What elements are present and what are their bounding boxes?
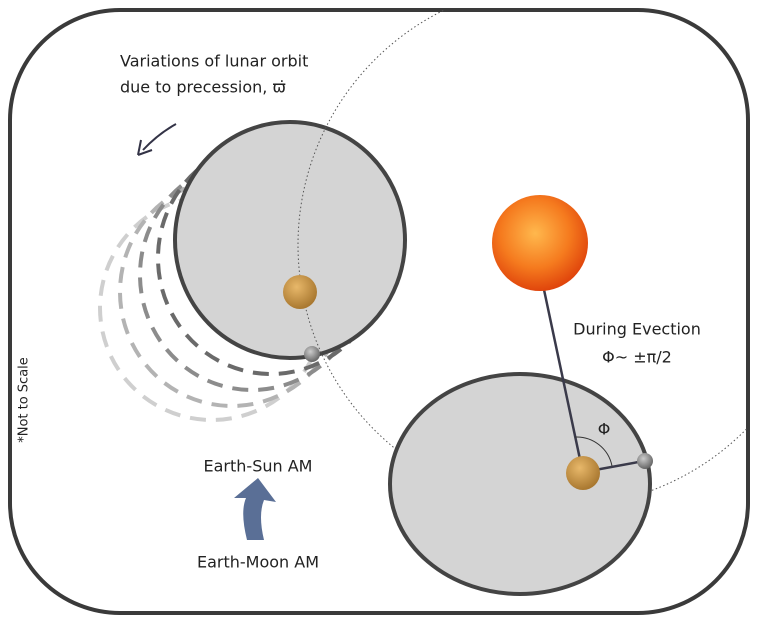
precession-arrow xyxy=(142,123,177,151)
caption-line: Variations of lunar orbit xyxy=(120,52,308,71)
am-arrow xyxy=(234,478,276,540)
sun xyxy=(492,195,588,291)
earth xyxy=(566,456,600,490)
caption-line: due to precession, ϖ̇ xyxy=(120,78,286,97)
note: *Not to Scale xyxy=(17,357,32,443)
sun-earth-line xyxy=(541,284,583,465)
arrow-label: Earth-Moon AM xyxy=(197,553,319,572)
moon xyxy=(637,453,653,469)
evection-condition: Φ~ ±π/2 xyxy=(602,348,672,367)
arrow-label: Earth-Sun AM xyxy=(204,457,313,476)
angle-label: Φ xyxy=(598,420,611,439)
earth xyxy=(283,275,317,309)
moon xyxy=(304,346,320,362)
angle-arc xyxy=(574,436,613,467)
evection-title: During Evection xyxy=(573,320,701,339)
lunar-orbit xyxy=(388,372,652,596)
lunar-orbit xyxy=(173,120,407,360)
precession-arrowhead xyxy=(137,139,153,156)
